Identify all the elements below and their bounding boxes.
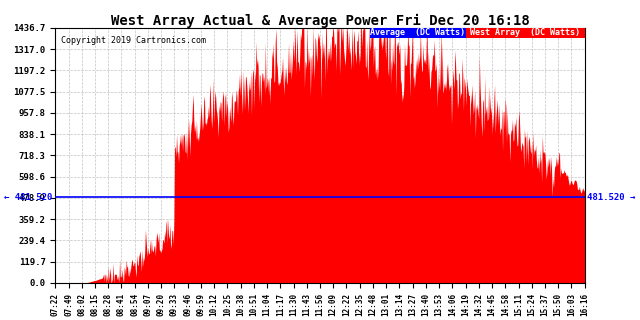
FancyBboxPatch shape <box>465 28 585 38</box>
Text: Copyright 2019 Cartronics.com: Copyright 2019 Cartronics.com <box>61 36 205 44</box>
Text: ← 481.520: ← 481.520 <box>4 193 52 202</box>
Title: West Array Actual & Average Power Fri Dec 20 16:18: West Array Actual & Average Power Fri De… <box>111 14 529 28</box>
Text: Average  (DC Watts): Average (DC Watts) <box>371 28 465 37</box>
Text: 481.520 →: 481.520 → <box>588 193 636 202</box>
Text: West Array  (DC Watts): West Array (DC Watts) <box>470 28 580 37</box>
FancyBboxPatch shape <box>371 28 465 38</box>
